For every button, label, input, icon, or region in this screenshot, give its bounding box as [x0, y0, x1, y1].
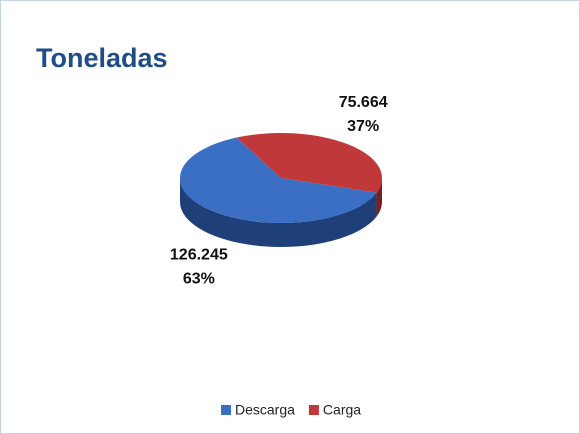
- data-label: 75.664: [339, 94, 388, 111]
- legend-label: Descarga: [235, 402, 295, 418]
- slice: [180, 137, 377, 223]
- data-label: 126.245: [170, 246, 228, 263]
- legend-swatch: [308, 405, 319, 415]
- slice-side: [376, 178, 382, 217]
- slice: [236, 133, 383, 193]
- legend-label: Carga: [323, 402, 361, 418]
- slice-side: [180, 178, 377, 247]
- legend-swatch: [221, 405, 231, 415]
- chart-title: Toneladas: [36, 43, 168, 73]
- percentage-label: 63%: [183, 270, 215, 287]
- percentage-label: 37%: [347, 118, 379, 135]
